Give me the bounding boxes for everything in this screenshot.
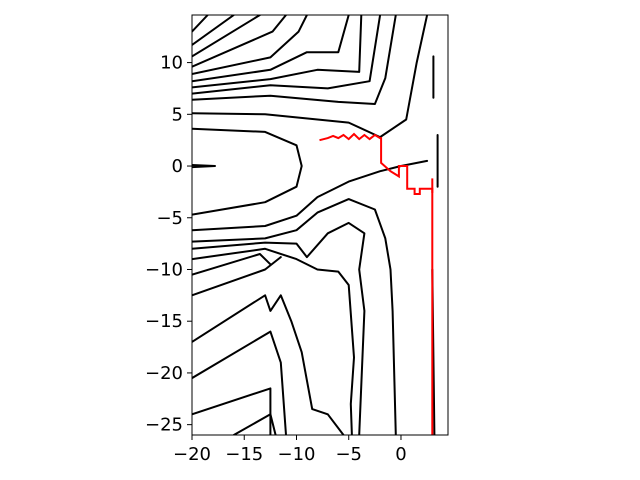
y-tick-label: −5 <box>156 208 183 229</box>
y-tick-label: 0 <box>172 156 183 177</box>
contour-lines <box>192 15 439 435</box>
contour-line-4 <box>192 15 308 75</box>
axes-frame <box>191 14 449 436</box>
y-tick-label: 5 <box>172 104 183 125</box>
contour-line-16 <box>192 253 272 276</box>
contour-line-5 <box>192 15 350 83</box>
y-axis-ticks: −25 −20 −15 −10 −5 0 5 10 <box>145 53 192 436</box>
x-tick-label: −5 <box>335 444 362 465</box>
contour-line-1 <box>192 15 235 46</box>
contour-line-18 <box>192 294 345 435</box>
contour-line-14 <box>192 221 366 435</box>
contour-line-12 <box>192 159 429 232</box>
y-tick-label: −15 <box>145 311 183 332</box>
y-tick-label: −10 <box>145 259 183 280</box>
x-tick-label: −15 <box>225 444 263 465</box>
contour-line-8 <box>192 15 397 105</box>
x-tick-label: −10 <box>277 444 315 465</box>
path-line <box>319 132 434 435</box>
y-tick-label: 10 <box>160 53 183 74</box>
contour-line-17 <box>192 256 282 297</box>
y-tick-label: −25 <box>145 415 183 436</box>
contour-line-2 <box>192 15 261 58</box>
x-axis-ticks: −20 −15 −10 −5 0 <box>173 435 407 465</box>
contour-line-6 <box>192 15 363 89</box>
contour-line-0 <box>192 15 209 33</box>
contour-line-11 <box>192 164 216 169</box>
contour-line-15 <box>192 247 355 435</box>
contour-line-10 <box>192 127 303 216</box>
x-tick-label: 0 <box>395 444 406 465</box>
x-tick-label: −20 <box>173 444 211 465</box>
contour-line-20 <box>192 387 272 435</box>
contour-line-3 <box>192 15 287 68</box>
contour-line-7 <box>192 15 382 95</box>
optimization-path <box>319 132 434 435</box>
contour-line-21 <box>232 413 277 435</box>
plot-frame <box>191 14 449 436</box>
y-tick-label: −20 <box>145 363 183 384</box>
contour-line-19 <box>192 330 287 435</box>
contour-line-13 <box>192 198 397 435</box>
